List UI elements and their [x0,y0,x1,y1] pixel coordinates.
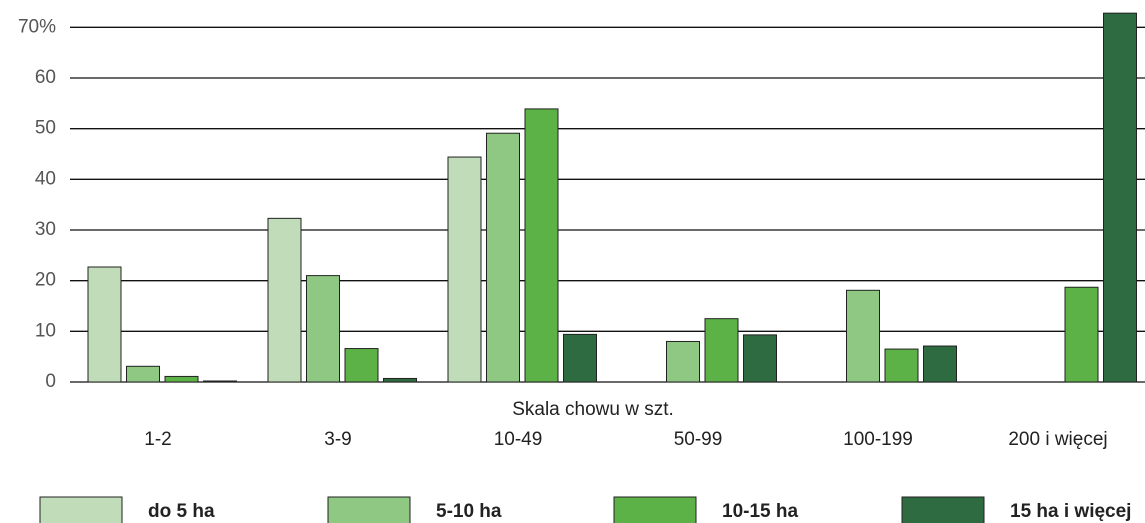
legend-label: do 5 ha [148,501,215,522]
y-tick-label: 0 [45,371,56,392]
x-tick-label: 3-9 [324,429,351,450]
y-tick-label: 60 [35,67,56,88]
bar [87,266,122,383]
y-tick-label: 40 [35,168,56,189]
bar [563,333,597,383]
x-tick-label: 100-199 [843,429,913,450]
legend-swatch [327,496,411,523]
x-axis-label: Skala chowu w szt. [512,399,674,420]
legend-label: 5-10 ha [436,501,502,522]
bar [383,377,417,383]
bar [203,380,237,383]
bar [344,348,379,383]
bar [743,334,777,383]
bar [524,108,559,383]
bar [1103,12,1137,383]
bar [923,345,957,383]
legend-swatch [39,496,123,523]
bar [306,275,340,383]
legend-label: 10-15 ha [722,501,798,522]
legend-swatch [613,496,697,523]
bar [846,289,880,383]
bar [447,156,482,383]
x-tick-label: 50-99 [674,429,723,450]
bar [1064,286,1099,383]
x-tick-label: 200 i więcej [1008,429,1107,450]
y-tick-label: 30 [35,219,56,240]
bar [126,365,160,383]
y-tick-label: 10 [35,320,56,341]
bar [884,348,919,383]
bar [486,132,520,383]
x-tick-label: 10-49 [494,429,543,450]
y-tick-label: 20 [35,270,56,291]
x-tick-label: 1-2 [144,429,171,450]
y-tick-label: 70% [18,16,56,37]
legend-label: 15 ha i więcej [1010,501,1131,522]
legend-swatch [901,496,985,523]
bar [704,318,739,383]
bar [267,217,302,383]
bar [164,375,199,383]
y-tick-label: 50 [35,118,56,139]
bar [666,340,700,383]
